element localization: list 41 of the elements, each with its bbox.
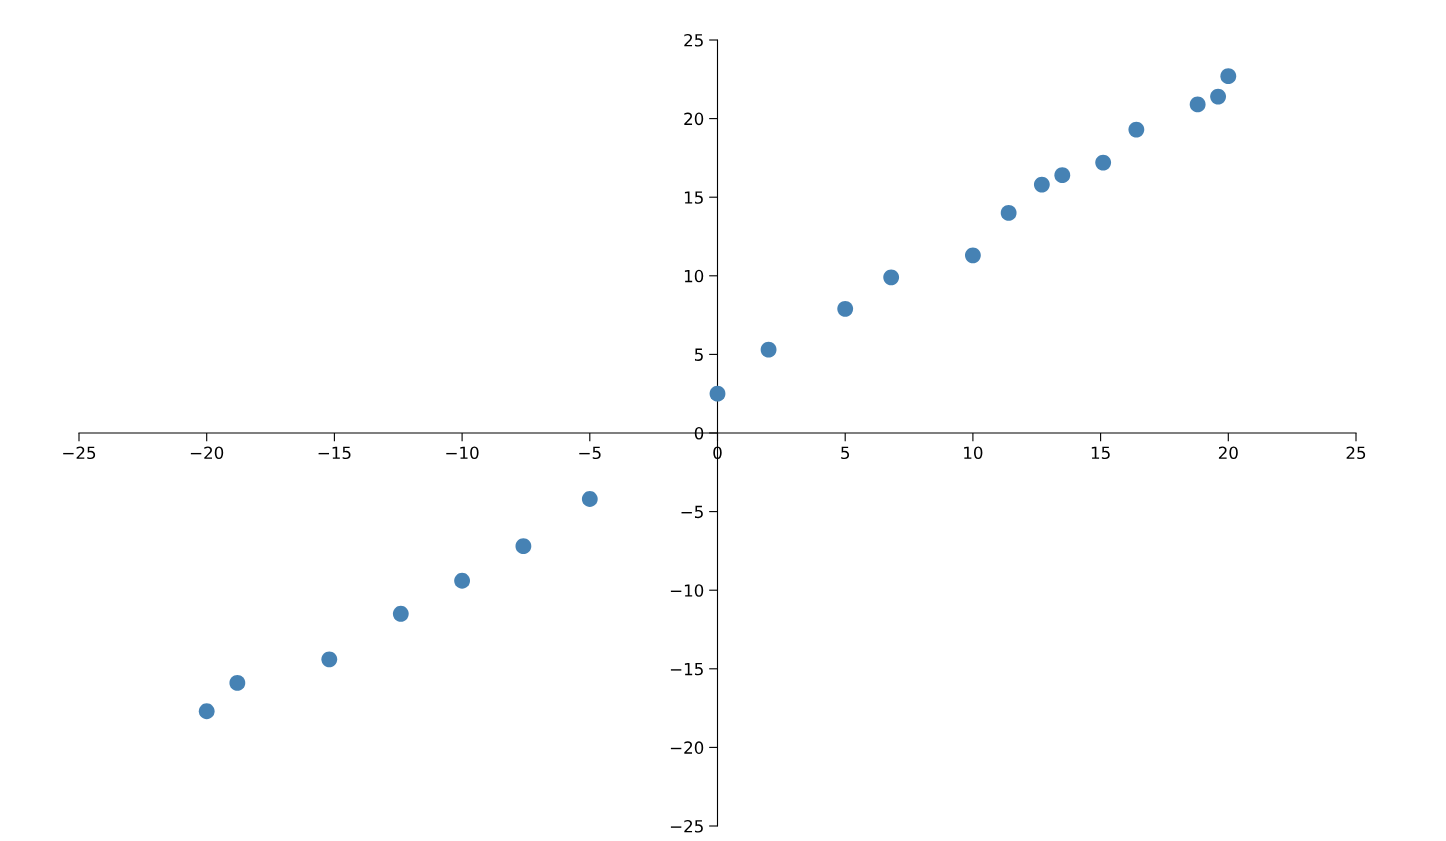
point — [883, 269, 900, 286]
point — [581, 491, 598, 507]
point — [1033, 176, 1050, 193]
point — [760, 341, 777, 358]
x-tick-label: −25 — [63, 446, 96, 460]
point — [1210, 88, 1226, 105]
point — [229, 675, 246, 691]
y-tick-label: 0 — [694, 426, 704, 440]
y-tick-label: −20 — [670, 741, 704, 754]
x-tick-label: −20 — [190, 446, 224, 460]
y-tick-label: −15 — [670, 662, 703, 676]
y-tick-label: −5 — [681, 505, 703, 519]
x-tick-label: 20 — [1218, 446, 1238, 460]
y-tick-label: 5 — [694, 348, 703, 361]
point — [392, 605, 409, 622]
x-tick-label: 10 — [964, 446, 983, 460]
x-tick-label: −5 — [579, 446, 601, 460]
point — [515, 538, 532, 555]
x-tick-label: 15 — [1091, 446, 1110, 460]
y-tick-label: 10 — [684, 269, 704, 283]
y-tick-label: −10 — [670, 584, 704, 597]
point — [1095, 154, 1112, 171]
x-tick-label: 5 — [841, 446, 850, 460]
y-tick-label: 25 — [684, 33, 703, 47]
point — [964, 247, 981, 264]
point — [1189, 96, 1206, 113]
x-tick-label: 25 — [1346, 446, 1366, 460]
point — [1054, 167, 1071, 184]
point — [321, 651, 338, 668]
point — [1220, 68, 1237, 85]
point — [709, 385, 726, 402]
point — [1000, 205, 1017, 221]
point — [454, 572, 471, 589]
point — [837, 300, 854, 317]
y-tick-label: −25 — [670, 819, 703, 833]
y-tick-label: 15 — [684, 191, 703, 204]
point — [198, 703, 215, 720]
point — [1128, 121, 1145, 138]
y-tick-label: 20 — [684, 112, 704, 126]
x-tick-label: −10 — [446, 446, 479, 460]
x-tick-label: −15 — [318, 446, 351, 460]
